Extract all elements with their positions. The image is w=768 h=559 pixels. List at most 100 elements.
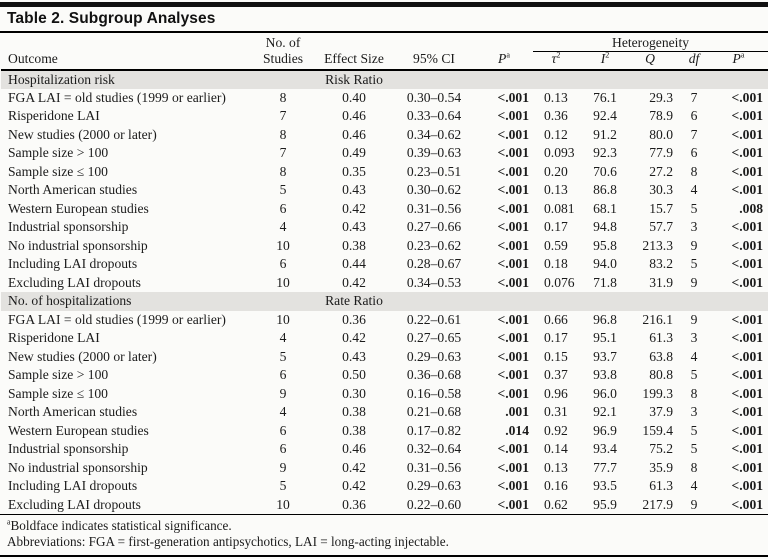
col-header-df: df bbox=[675, 51, 709, 71]
i2-cell: 93.8 bbox=[593, 367, 617, 383]
ci-cell: 0.33–0.64 bbox=[406, 108, 462, 124]
studies-cell: 6 bbox=[279, 422, 287, 438]
outcome-cell: Excluding LAI dropouts bbox=[8, 496, 141, 512]
table-row: Risperidone LAI 4 0.42 0.27–0.65 <.001 0… bbox=[1, 329, 768, 348]
studies-cell: 4 bbox=[279, 404, 287, 420]
col-header-heterogeneity: Heterogeneity bbox=[533, 33, 768, 52]
tau2-cell: 0.17 bbox=[544, 219, 568, 235]
outcome-cell: New studies (2000 or later) bbox=[8, 348, 157, 364]
effect-size-cell: 0.42 bbox=[342, 459, 366, 475]
col-header-studies-line1: No. of bbox=[265, 35, 301, 51]
outcome-cell: Western European studies bbox=[8, 422, 149, 438]
top-rule-bar bbox=[0, 2, 768, 7]
effect-size-cell: 0.42 bbox=[342, 330, 366, 346]
df-cell: 4 bbox=[690, 348, 698, 364]
het-p-value-cell: <.001 bbox=[731, 89, 764, 105]
q-cell: 216.1 bbox=[642, 311, 673, 327]
i2-cell: 93.4 bbox=[593, 441, 617, 457]
p-value-cell: <.001 bbox=[497, 163, 529, 179]
p-value-cell: <.001 bbox=[497, 348, 529, 364]
tau2-cell: 0.16 bbox=[544, 478, 568, 494]
ci-cell: 0.23–0.62 bbox=[406, 237, 462, 253]
tau2-cell: 0.18 bbox=[544, 256, 568, 272]
p-value-cell: <.001 bbox=[497, 367, 529, 383]
q-cell: 80.0 bbox=[649, 126, 673, 142]
df-cell: 6 bbox=[690, 108, 698, 124]
q-cell: 80.8 bbox=[649, 367, 673, 383]
p-value-cell: <.001 bbox=[497, 108, 529, 124]
p-value-cell: <.001 bbox=[497, 459, 529, 475]
i2-cell: 91.2 bbox=[593, 126, 617, 142]
tau2-cell: 0.17 bbox=[544, 330, 568, 346]
ci-cell: 0.36–0.68 bbox=[406, 367, 462, 383]
table-row: Excluding LAI dropouts 10 0.42 0.34–0.53… bbox=[1, 274, 768, 293]
table-row: No industrial sponsorship 10 0.38 0.23–0… bbox=[1, 237, 768, 256]
outcome-cell: Sample size ≤ 100 bbox=[8, 163, 108, 179]
q-cell: 15.7 bbox=[649, 200, 673, 216]
effect-size-cell: 0.46 bbox=[342, 126, 366, 142]
outcome-cell: Including LAI dropouts bbox=[8, 256, 138, 272]
effect-size-cell: 0.30 bbox=[342, 385, 366, 401]
p-value-cell: <.001 bbox=[497, 126, 529, 142]
het-p-value-cell: <.001 bbox=[731, 496, 764, 512]
ci-cell: 0.31–0.56 bbox=[406, 459, 462, 475]
col-header-het-p-value: Pa bbox=[709, 51, 768, 71]
col-header-p-value: Pa bbox=[475, 51, 533, 71]
i2-cell: 95.8 bbox=[593, 237, 617, 253]
subgroup-analyses-table: No. of Heterogeneity Outcome Studies Eff… bbox=[1, 33, 768, 514]
effect-size-cell: 0.36 bbox=[342, 496, 366, 512]
i2-cell: 86.8 bbox=[593, 182, 617, 198]
effect-size-cell: 0.42 bbox=[342, 274, 366, 290]
df-cell: 9 bbox=[690, 237, 698, 253]
studies-cell: 6 bbox=[279, 200, 287, 216]
p-value-cell: .001 bbox=[505, 404, 529, 420]
het-p-value-cell: .008 bbox=[739, 200, 764, 216]
outcome-cell: Including LAI dropouts bbox=[8, 478, 138, 494]
ci-cell: 0.22–0.61 bbox=[406, 311, 462, 327]
tau2-cell: 0.20 bbox=[544, 163, 568, 179]
studies-cell: 10 bbox=[276, 311, 290, 327]
het-p-value-cell: <.001 bbox=[731, 256, 764, 272]
ci-cell: 0.34–0.62 bbox=[406, 126, 462, 142]
header-row-columns: Outcome Studies Effect Size 95% CI Pa τ2… bbox=[1, 51, 768, 71]
p-value-cell: <.001 bbox=[497, 256, 529, 272]
page-title: Table 2. Subgroup Analyses bbox=[7, 10, 216, 27]
table-row: New studies (2000 or later) 8 0.46 0.34–… bbox=[1, 126, 768, 145]
table-row: Industrial sponsorship 4 0.43 0.27–0.66 … bbox=[1, 218, 768, 237]
p-value-cell: <.001 bbox=[497, 496, 529, 512]
effect-size-cell: 0.35 bbox=[342, 163, 366, 179]
het-p-value-cell: <.001 bbox=[731, 126, 764, 142]
q-cell: 61.3 bbox=[649, 330, 673, 346]
df-cell: 8 bbox=[690, 385, 698, 401]
outcome-cell: No industrial sponsorship bbox=[8, 459, 148, 475]
q-cell: 217.9 bbox=[642, 496, 673, 512]
df-cell: 3 bbox=[690, 219, 698, 235]
tau2-cell: 0.081 bbox=[544, 200, 575, 216]
i2-cell: 93.5 bbox=[593, 478, 617, 494]
tau2-cell: 0.13 bbox=[544, 182, 568, 198]
outcome-cell: North American studies bbox=[8, 404, 138, 420]
ci-cell: 0.39–0.63 bbox=[406, 145, 462, 161]
df-cell: 5 bbox=[690, 200, 698, 216]
footnote-abbreviations: Abbreviations: FGA = first-generation an… bbox=[7, 534, 449, 549]
p-value-cell: <.001 bbox=[497, 237, 529, 253]
effect-size-cell: 0.43 bbox=[342, 182, 366, 198]
outcome-cell: Risperidone LAI bbox=[8, 330, 100, 346]
df-cell: 6 bbox=[690, 145, 698, 161]
studies-cell: 5 bbox=[279, 478, 287, 494]
het-p-value-cell: <.001 bbox=[731, 311, 764, 327]
outcome-cell: Sample size > 100 bbox=[8, 367, 109, 383]
studies-cell: 5 bbox=[279, 182, 287, 198]
df-cell: 4 bbox=[690, 182, 698, 198]
table-row: Including LAI dropouts 6 0.44 0.28–0.67 … bbox=[1, 255, 768, 274]
q-cell: 199.3 bbox=[642, 385, 673, 401]
tau2-cell: 0.13 bbox=[544, 459, 568, 475]
section-effect-label: Risk Ratio bbox=[315, 70, 393, 89]
df-cell: 9 bbox=[690, 274, 698, 290]
table-row: Industrial sponsorship 6 0.46 0.32–0.64 … bbox=[1, 440, 768, 459]
ci-cell: 0.32–0.64 bbox=[406, 441, 462, 457]
outcome-cell: FGA LAI = old studies (1999 or earlier) bbox=[8, 311, 226, 327]
table-row: Sample size > 100 6 0.50 0.36–0.68 <.001… bbox=[1, 366, 768, 385]
df-cell: 9 bbox=[690, 311, 698, 327]
studies-cell: 6 bbox=[279, 256, 287, 272]
